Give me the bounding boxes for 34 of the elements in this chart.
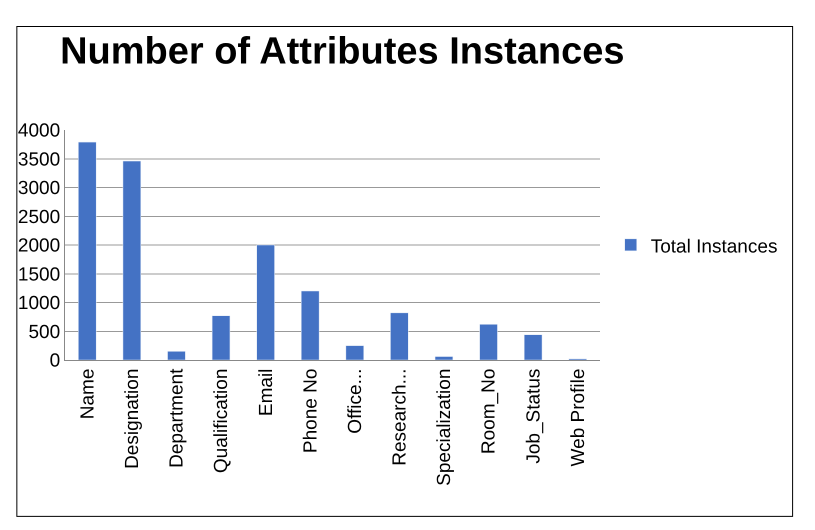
x-tick-label: Research... <box>390 368 411 466</box>
x-tick-label: Department <box>166 368 188 468</box>
chart-title: Number of Attributes Instances <box>60 30 625 73</box>
x-tick-label: Qualification <box>211 368 232 474</box>
bar <box>167 351 186 360</box>
bar <box>524 334 542 360</box>
x-tick-label: Office... <box>344 368 366 434</box>
legend-label: Total Instances <box>650 236 778 258</box>
y-tick-label: 1000 <box>18 293 60 314</box>
y-tick-label: 2500 <box>18 206 60 228</box>
y-tick-label: 4000 <box>18 120 60 142</box>
x-tick-label: Room_No <box>478 368 500 454</box>
y-tick-label: 3500 <box>18 149 60 170</box>
x-tick-label: Phone No <box>300 368 322 454</box>
y-tick-label: 1500 <box>18 264 60 286</box>
x-tick-label: Email <box>256 368 277 416</box>
bar <box>256 244 275 360</box>
bar <box>390 312 409 360</box>
y-tick-label: 2000 <box>18 236 60 257</box>
x-tick-label: Name <box>77 368 98 420</box>
x-tick-label: Web Profile <box>568 368 589 466</box>
y-tick-label: 500 <box>28 322 60 343</box>
y-tick-label: 3000 <box>18 178 60 200</box>
bar <box>301 290 320 360</box>
bar <box>346 345 364 360</box>
bar <box>78 142 96 360</box>
bar <box>479 324 498 360</box>
y-tick-label: 0 <box>50 350 60 372</box>
x-tick-label: Designation <box>122 368 144 469</box>
bar <box>212 315 230 360</box>
x-tick-label: Specialization <box>434 368 456 486</box>
bar <box>434 356 454 360</box>
bar <box>122 160 142 360</box>
x-tick-label: Job_Status <box>523 368 544 464</box>
